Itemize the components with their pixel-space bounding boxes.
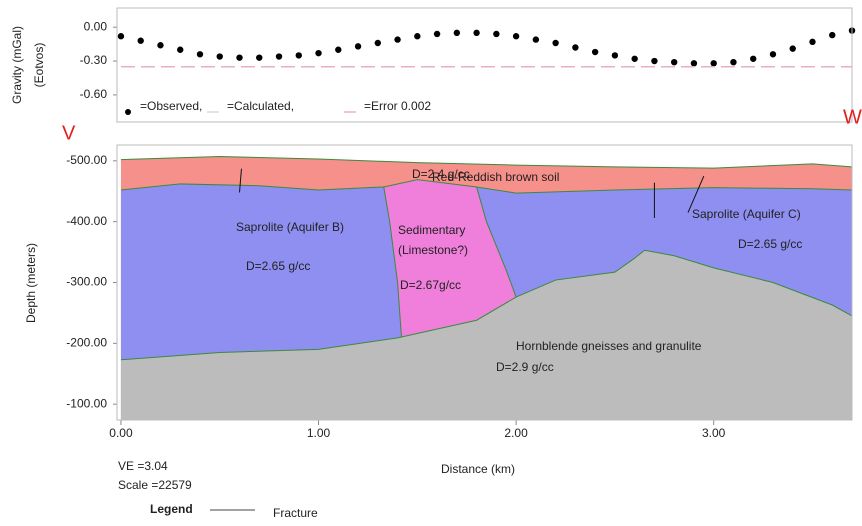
x-tick-label: 1.00 [307,426,331,440]
note: VE =3.04 [118,459,168,473]
observed-point [454,30,460,36]
observed-point [236,54,242,60]
observed-point [355,43,361,49]
end-label: W [843,106,862,128]
observed-point [770,51,776,57]
observed-point [394,36,400,42]
y-tick-label: 0.00 [84,19,108,33]
observed-point [434,31,440,37]
observed-point [671,59,677,65]
y-axis-label: Depth (meters) [24,243,38,323]
observed-point [296,52,302,58]
observed-point [473,30,479,36]
observed-point [809,39,815,45]
y-tick-label: -400.00 [66,214,107,228]
annotation: D=2.67g/cc [400,278,461,292]
legend-label: =Calculated, [227,99,294,113]
legend-label: =Error 0.002 [364,99,431,113]
annotation: D=2.65 g/cc [246,259,310,273]
y-axis-label: Gravity (mGal) [10,26,24,104]
annotation: Saprolite (Aquifer B) [236,220,344,234]
gravity-panel: 0.00 -0.30 -0.60 =Observed, =Calculated, =Err… [80,19,856,115]
observed-point [315,50,321,56]
observed-point [691,60,697,66]
annotation: Red-Reddish brown soil [432,170,559,184]
observed-point [493,31,499,37]
annotation: D=2.65 g/cc [738,237,802,251]
observed-point [790,45,796,51]
x-axis-label: Distance (km) [441,462,515,476]
observed-point [513,33,519,39]
x-tick-label: 2.00 [504,426,528,440]
observed-point [572,44,578,50]
note: Scale =22579 [118,478,192,492]
observed-point [592,49,598,55]
observed-point [256,54,262,60]
section-panel: -500.00 -400.00 -300.00 -200.00 -100.00 0.00 1… [66,153,852,440]
legend-label: =Observed, [140,99,202,113]
x-tick-label: 0.00 [109,426,133,440]
observed-point [612,52,618,58]
observed-point [197,51,203,57]
x-tick-label: 3.00 [702,426,726,440]
observed-point [217,53,223,59]
annotation: Hornblende gneisses and granulite [516,339,702,353]
y-tick-label: -300.00 [66,275,107,289]
annotation: D=2.9 g/cc [496,360,554,374]
y-tick-label: -500.00 [66,153,107,167]
observed-point [276,53,282,59]
annotation: (Limestone?) [398,243,468,257]
observed-point [335,47,341,53]
y-tick-label: -0.60 [80,87,108,101]
observed-point [710,60,716,66]
observed-point [157,42,163,48]
legend-title: Legend [150,502,193,516]
observed-point [118,33,124,39]
y-tick-label: -100.00 [66,396,107,410]
observed-point [414,33,420,39]
observed-point [533,36,539,42]
y-tick-label: -200.00 [66,336,107,350]
chart: 0.00 -0.30 -0.60 =Observed, =Calculated, =Err… [0,0,862,521]
annotation: Saprolite (Aquifer C) [692,207,801,221]
observed-point [651,58,657,64]
observed-point [730,59,736,65]
observed-point [177,47,183,53]
observed-point [552,40,558,46]
y-axis-label: (Eotvos) [32,43,46,88]
observed-point [829,32,835,38]
legend-marker [125,109,131,115]
y-tick-label: -0.30 [80,53,108,67]
end-label: V [62,122,76,144]
annotation: Sedimentary [398,223,465,237]
legend-label: Fracture [273,506,318,520]
observed-point [750,56,756,62]
observed-point [138,38,144,44]
observed-point [631,56,637,62]
observed-point [375,40,381,46]
